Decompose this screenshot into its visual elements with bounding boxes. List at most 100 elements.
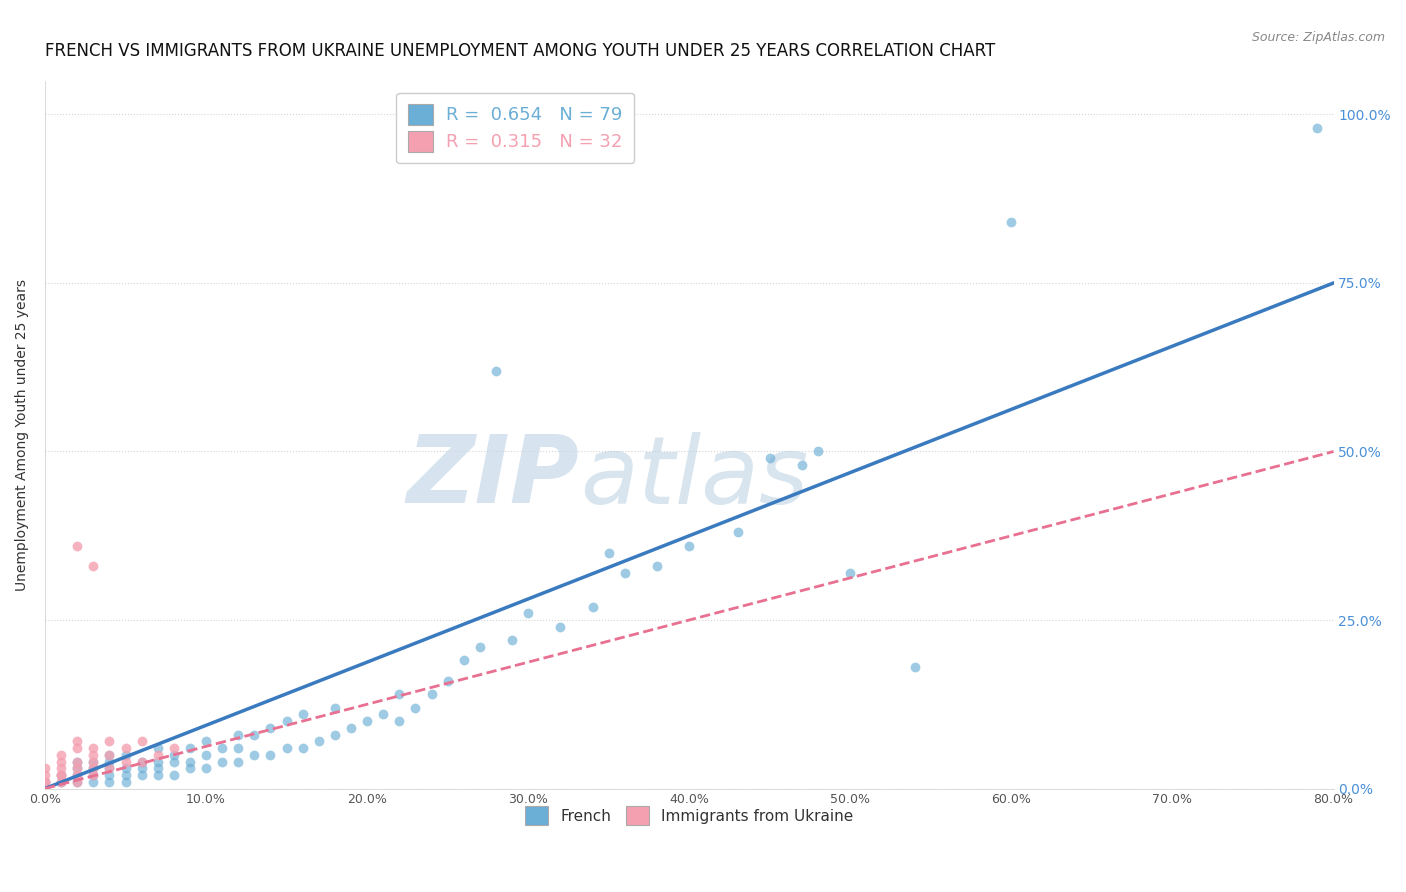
Point (323, 700, 346, 714)
Point (82, 559, 104, 574)
Point (404, 700, 426, 714)
Point (790, 458, 813, 472)
Point (308, 734, 330, 748)
Point (146, 747, 169, 762)
Point (82, 768, 104, 782)
Point (243, 747, 266, 762)
Point (131, 734, 153, 748)
Point (34, 768, 56, 782)
Point (49, 755, 72, 769)
Point (550, 620, 572, 634)
Point (645, 559, 668, 574)
Point (98, 761, 121, 775)
Point (1000, 215, 1022, 229)
Point (163, 741, 186, 756)
Point (49, 774, 72, 789)
Point (243, 728, 266, 742)
Point (98, 747, 121, 762)
Point (114, 747, 136, 762)
Point (291, 707, 314, 722)
Point (98, 761, 121, 775)
Point (727, 525, 749, 540)
Point (49, 768, 72, 782)
Point (131, 755, 153, 769)
Point (66, 761, 89, 775)
Point (66, 774, 89, 789)
Point (34, 774, 56, 789)
Point (226, 755, 249, 769)
Point (66, 734, 89, 748)
Point (34, 774, 56, 789)
Point (468, 640, 491, 654)
Text: Source: ZipAtlas.com: Source: ZipAtlas.com (1251, 31, 1385, 45)
Point (146, 755, 169, 769)
Point (839, 566, 862, 580)
Point (114, 755, 136, 769)
Point (163, 747, 186, 762)
Point (276, 741, 298, 756)
Point (66, 774, 89, 789)
Point (98, 747, 121, 762)
Point (501, 633, 523, 648)
Point (82, 761, 104, 775)
Point (146, 741, 169, 756)
Point (98, 734, 121, 748)
Point (34, 761, 56, 775)
Point (49, 768, 72, 782)
Point (211, 741, 233, 756)
Y-axis label: Unemployment Among Youth under 25 years: Unemployment Among Youth under 25 years (15, 278, 30, 591)
Point (34, 774, 56, 789)
Point (179, 761, 201, 775)
Point (388, 687, 411, 701)
Point (259, 721, 281, 735)
Point (146, 761, 169, 775)
Point (82, 755, 104, 769)
Point (82, 768, 104, 782)
Point (420, 687, 443, 701)
Point (388, 714, 411, 728)
Point (195, 747, 218, 762)
Text: FRENCH VS IMMIGRANTS FROM UKRAINE UNEMPLOYMENT AMONG YOUTH UNDER 25 YEARS CORREL: FRENCH VS IMMIGRANTS FROM UKRAINE UNEMPL… (45, 42, 995, 60)
Point (453, 653, 475, 667)
Point (613, 566, 636, 580)
Point (195, 734, 218, 748)
Point (1306, 120, 1329, 135)
Point (66, 741, 89, 756)
Point (259, 747, 281, 762)
Point (66, 768, 89, 782)
Point (131, 761, 153, 775)
Point (179, 741, 201, 756)
Point (66, 768, 89, 782)
Point (114, 774, 136, 789)
Point (598, 546, 620, 560)
Point (98, 768, 121, 782)
Legend: French, Immigrants from Ukraine: French, Immigrants from Ukraine (516, 797, 863, 834)
Point (226, 741, 249, 756)
Point (323, 728, 346, 742)
Point (114, 741, 136, 756)
Point (82, 761, 104, 775)
Point (49, 768, 72, 782)
Point (66, 755, 89, 769)
Point (131, 768, 153, 782)
Point (276, 714, 298, 728)
Point (98, 774, 121, 789)
Point (436, 673, 458, 688)
Point (49, 747, 72, 762)
Text: atlas: atlas (579, 432, 808, 523)
Point (66, 539, 89, 553)
Point (66, 761, 89, 775)
Point (82, 774, 104, 789)
Point (485, 363, 508, 377)
Point (163, 768, 186, 782)
Point (211, 755, 233, 769)
Point (517, 607, 540, 621)
Point (291, 741, 314, 756)
Point (49, 774, 72, 789)
Point (82, 741, 104, 756)
Point (163, 755, 186, 769)
Point (179, 755, 201, 769)
Point (678, 539, 700, 553)
Point (114, 761, 136, 775)
Point (49, 761, 72, 775)
